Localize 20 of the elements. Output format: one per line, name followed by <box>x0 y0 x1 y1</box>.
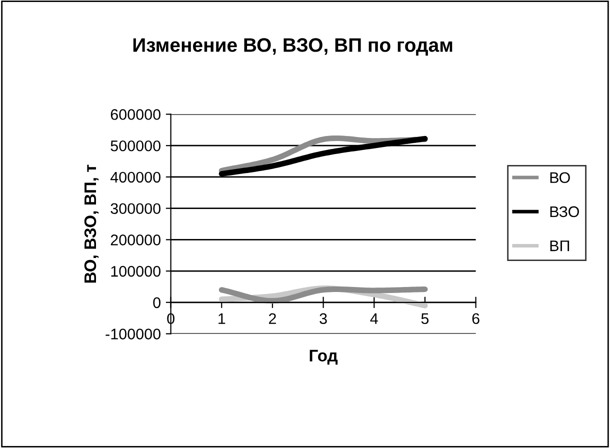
y-tick-label: 300000 <box>110 203 160 214</box>
x-tick-label: 1 <box>218 313 226 324</box>
x-tick-label: 5 <box>421 313 429 324</box>
y-tick-label: 600000 <box>110 109 160 120</box>
x-tick-label: 4 <box>370 313 378 324</box>
x-tick-label: 2 <box>268 313 276 324</box>
legend-label: ВО <box>550 172 570 184</box>
y-tick-label: 500000 <box>110 140 160 152</box>
x-axis-title: Год <box>310 350 338 365</box>
legend-label: ВЗО <box>550 206 579 218</box>
legend-label: ВП <box>550 240 570 252</box>
chart-title: Изменение ВО, ВЗО, ВП по годам <box>133 38 452 56</box>
y-tick-label: 400000 <box>110 172 160 183</box>
x-tick-label: 6 <box>472 313 480 324</box>
y-tick-label: 0 <box>153 297 160 308</box>
y-tick-label: -100000 <box>106 328 160 340</box>
y-tick-label: 200000 <box>110 234 160 246</box>
y-axis-title: ВО, ВЗО, ВП, т <box>84 164 99 283</box>
y-tick-label: 100000 <box>111 266 160 277</box>
x-tick-label: 3 <box>320 313 327 324</box>
